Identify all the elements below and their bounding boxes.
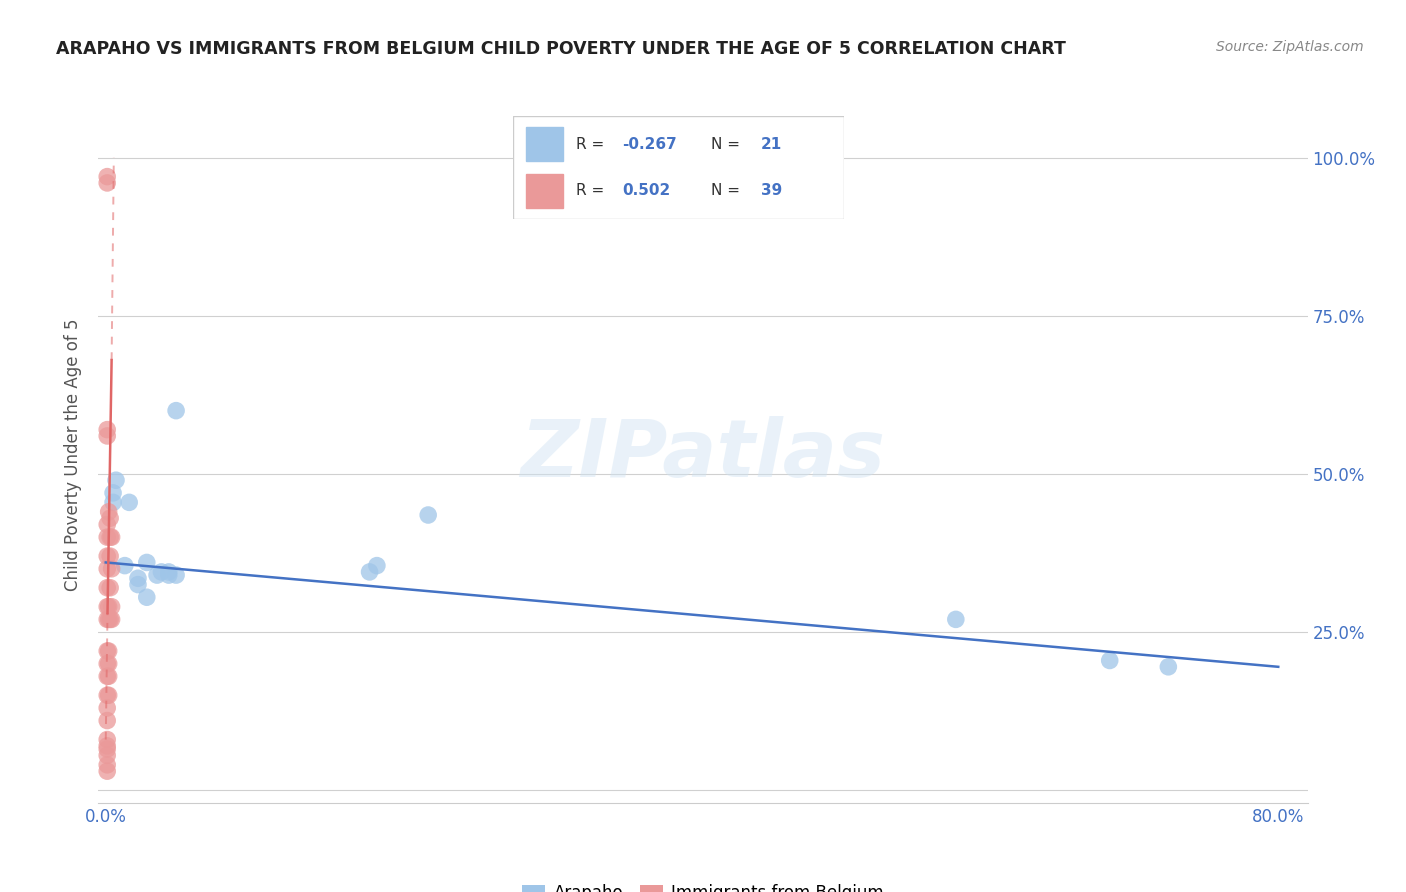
Point [97,688,120,702]
Point [418,508,440,522]
Point [96,599,118,614]
Text: N =: N = [711,184,745,198]
Point [97,612,120,626]
Point [98,581,121,595]
Point [96,657,118,671]
Point [98,511,121,525]
Point [96,612,118,626]
Point [96,732,118,747]
Point [97,644,120,658]
Point [96,714,118,728]
Point [1157,660,1180,674]
Point [97,669,120,683]
Point [96,176,118,190]
Point [100,562,122,576]
Point [100,599,122,614]
Text: 0.502: 0.502 [623,184,671,198]
Point [118,495,141,509]
Point [127,571,149,585]
Point [98,612,121,626]
Y-axis label: Child Poverty Under the Age of 5: Child Poverty Under the Age of 5 [65,318,83,591]
Point [105,473,128,487]
Point [101,486,124,500]
Point [96,742,118,756]
Point [127,577,149,591]
Point [96,701,118,715]
Point [98,549,121,563]
Point [96,748,118,763]
Text: 39: 39 [761,184,782,198]
Point [359,565,381,579]
Text: -0.267: -0.267 [623,137,676,153]
Point [96,581,118,595]
Point [366,558,388,573]
Point [945,612,967,626]
Point [96,669,118,683]
Point [100,530,122,544]
Point [96,688,118,702]
Text: 21: 21 [761,137,782,153]
Text: ZIPatlas: ZIPatlas [520,416,886,494]
Point [135,556,157,570]
Text: R =: R = [576,184,609,198]
Point [96,757,118,772]
Point [96,549,118,563]
Bar [526,128,562,161]
Point [165,568,187,582]
Point [96,169,118,184]
Point [96,764,118,779]
Point [96,423,118,437]
Point [96,429,118,443]
Point [114,558,136,573]
Point [97,657,120,671]
Point [157,565,180,579]
Point [1098,653,1121,667]
Point [135,591,157,605]
Point [96,644,118,658]
Text: Source: ZipAtlas.com: Source: ZipAtlas.com [1216,40,1364,54]
Point [146,568,169,582]
Text: R =: R = [576,137,609,153]
Point [157,568,180,582]
Point [150,565,173,579]
Point [165,403,187,417]
Point [97,599,120,614]
Point [98,530,121,544]
Bar [526,175,562,208]
Point [101,495,124,509]
Point [96,739,118,753]
Point [100,612,122,626]
Text: N =: N = [711,137,745,153]
Point [96,562,118,576]
Point [96,517,118,532]
Point [96,530,118,544]
Text: ARAPAHO VS IMMIGRANTS FROM BELGIUM CHILD POVERTY UNDER THE AGE OF 5 CORRELATION : ARAPAHO VS IMMIGRANTS FROM BELGIUM CHILD… [56,40,1066,58]
Legend: Arapaho, Immigrants from Belgium: Arapaho, Immigrants from Belgium [515,877,891,892]
Point [97,505,120,519]
